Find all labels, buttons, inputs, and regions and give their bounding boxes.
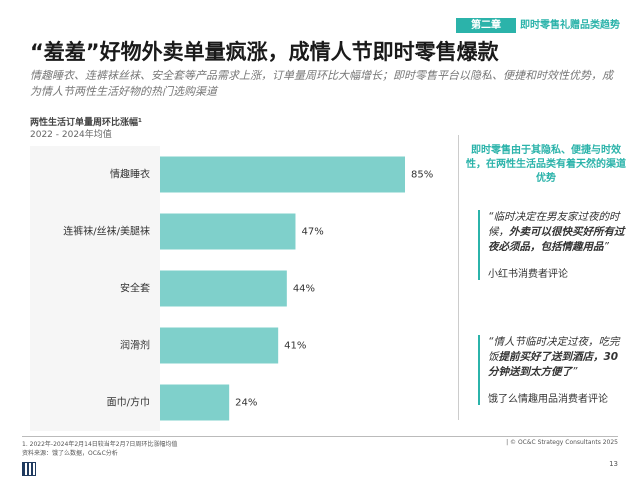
quote: “情人节临时决定过夜，吃完饭提前买好了送到酒店，30分钟送到太方便了” xyxy=(488,335,628,380)
bar xyxy=(160,213,296,250)
category-label: 连裤袜/丝袜/美腿袜 xyxy=(63,225,150,238)
quote-source: 小红书消费者评论 xyxy=(488,269,568,280)
bar xyxy=(160,327,279,364)
chapter-tag: 第二章 xyxy=(456,18,516,33)
footer-rule xyxy=(22,436,618,437)
quote: “临时决定在男友家过夜的时候，外卖可以很快买好所有过夜必须品，包括情趣用品” xyxy=(488,210,628,255)
value-label: 24% xyxy=(235,398,257,409)
section-name: 即时零售礼赠品类趋势 xyxy=(520,20,620,31)
category-label: 润滑剂 xyxy=(120,339,150,352)
slide-subtitle: 情趣睡衣、连裤袜丝袜、安全套等产品需求上涨，订单量周环比大幅增长；即时零售平台以… xyxy=(30,69,613,98)
chart-title: 两性生活订单量周环比涨幅¹ xyxy=(30,118,142,128)
category-label: 面巾/方巾 xyxy=(107,396,150,409)
quote-bold: 外卖可以很快买好所有过夜必须品，包括情趣用品 xyxy=(488,226,625,253)
bar xyxy=(160,270,287,307)
quote-card: “情人节临时决定过夜，吃完饭提前买好了送到酒店，30分钟送到太方便了” 饿了么情… xyxy=(478,335,628,405)
quote-text: ” xyxy=(603,241,609,253)
quote-source: 饿了么情趣用品消费者评论 xyxy=(488,394,608,405)
logo xyxy=(22,462,36,476)
category-label: 安全套 xyxy=(120,282,150,295)
quote-card: “临时决定在男友家过夜的时候，外卖可以很快买好所有过夜必须品，包括情趣用品” 小… xyxy=(478,210,628,280)
quote-text: “临时决定在男友家过夜的时候， xyxy=(488,211,620,238)
footnote: 1. 2022年-2024年2月14日较当年2月7日周环比涨幅均值 xyxy=(22,441,178,448)
bar xyxy=(160,384,230,421)
quote-bold: 提前买好了送到酒店，30分钟送到太方便了 xyxy=(488,351,619,378)
value-label: 47% xyxy=(301,227,323,238)
label-column xyxy=(30,146,160,431)
category-label: 情趣睡衣 xyxy=(110,168,150,181)
chart-subtitle: 2022 - 2024年均值 xyxy=(30,130,112,140)
value-label: 85% xyxy=(411,170,433,181)
slide-title: “羞羞”好物外卖单量疯涨，成情人节即时零售爆款 xyxy=(30,40,499,64)
quote-text: ” xyxy=(572,366,578,378)
copyright: | © OC&C Strategy Consultants 2025 xyxy=(506,439,618,446)
source: 资料来源：饿了么数据，OC&C分析 xyxy=(22,450,118,457)
page-number: 13 xyxy=(609,460,618,468)
divider xyxy=(458,135,459,420)
quote-text: “情人节临时决定过夜，吃完饭 xyxy=(488,336,620,363)
value-label: 41% xyxy=(284,341,306,352)
value-label: 44% xyxy=(293,284,315,295)
bar xyxy=(160,156,405,193)
sidebar-headline: 即时零售由于其隐私、便捷与时效性，在两性生活品类有着天然的渠道优势 xyxy=(466,145,626,184)
